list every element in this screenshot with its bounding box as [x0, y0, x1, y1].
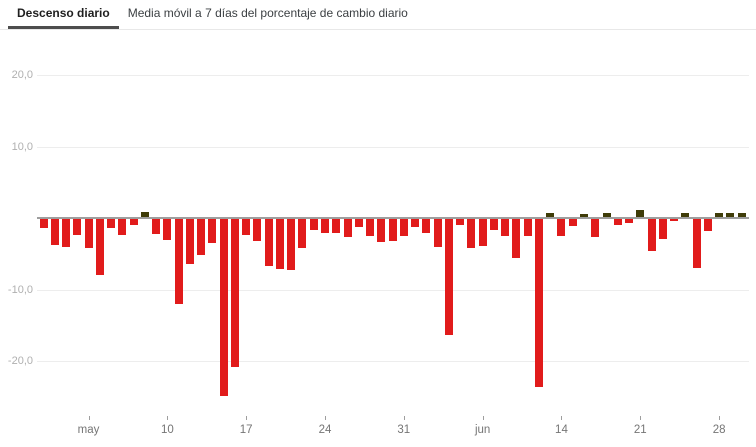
y-axis-tick-label: -10,0	[7, 284, 33, 296]
daily-decline-bar[interactable]	[321, 219, 329, 234]
daily-decline-bar[interactable]	[163, 219, 172, 241]
daily-increase-bar[interactable]	[681, 213, 690, 217]
x-axis-tick-mark	[482, 416, 484, 420]
daily-decline-bar[interactable]	[377, 219, 386, 242]
daily-decline-bar[interactable]	[456, 219, 465, 226]
daily-decline-bar[interactable]	[512, 219, 521, 258]
daily-decline-bar[interactable]	[174, 219, 183, 305]
daily-decline-bar[interactable]	[129, 219, 138, 226]
daily-decline-bar[interactable]	[613, 219, 622, 225]
daily-increase-bar[interactable]	[715, 213, 724, 217]
daily-decline-bar[interactable]	[264, 219, 273, 267]
daily-decline-bar[interactable]	[523, 219, 532, 237]
x-axis-tick-mark	[719, 416, 721, 420]
daily-decline-bar[interactable]	[411, 219, 420, 227]
daily-decline-bar[interactable]	[489, 219, 498, 230]
daily-decline-bar[interactable]	[95, 219, 104, 276]
x-axis-tick-label: may	[77, 424, 100, 436]
x-axis-tick-mark	[88, 416, 90, 420]
zero-axis-line	[37, 217, 749, 219]
y-axis-tick-label: -20,0	[7, 355, 33, 367]
x-axis-tick-mark	[561, 416, 563, 420]
daily-decline-bar[interactable]	[84, 219, 93, 248]
x-axis-tick-mark	[325, 416, 326, 420]
daily-decline-bar[interactable]	[185, 219, 194, 265]
gridline	[37, 361, 749, 362]
x-axis-tick-label: 17	[239, 424, 253, 436]
daily-decline-bar[interactable]	[568, 219, 577, 227]
daily-decline-bar[interactable]	[534, 219, 543, 388]
daily-decline-bar[interactable]	[478, 219, 487, 247]
daily-decline-bar[interactable]	[354, 219, 363, 227]
daily-decline-bar[interactable]	[399, 219, 408, 237]
x-axis-tick-label: jun	[474, 424, 491, 436]
daily-decline-bar[interactable]	[230, 219, 239, 367]
daily-decline-bar[interactable]	[467, 219, 476, 249]
daily-decline-bar[interactable]	[501, 219, 510, 237]
gridline	[37, 147, 749, 148]
x-axis-tick-label: 10	[160, 424, 174, 436]
daily-decline-bar[interactable]	[107, 219, 116, 229]
x-axis-tick-label: 21	[633, 424, 647, 436]
daily-decline-bar[interactable]	[625, 219, 634, 223]
daily-decline-bar[interactable]	[253, 219, 262, 242]
daily-decline-bar[interactable]	[309, 219, 318, 231]
x-axis-tick-label: 28	[712, 424, 726, 436]
tab-descenso-diario-label: Descenso diario	[17, 6, 110, 20]
tab-descenso-diario[interactable]: Descenso diario	[8, 0, 119, 29]
x-axis-tick-mark	[167, 416, 169, 420]
daily-decline-bar[interactable]	[658, 219, 667, 240]
daily-increase-bar[interactable]	[546, 213, 555, 217]
daily-decline-bar[interactable]	[433, 219, 442, 247]
y-axis-tick-label: 20,0	[11, 69, 33, 81]
daily-decline-bar[interactable]	[118, 219, 127, 236]
daily-decline-bar[interactable]	[62, 219, 71, 247]
gridline	[37, 290, 749, 291]
daily-increase-bar[interactable]	[602, 213, 611, 217]
daily-decline-bar[interactable]	[444, 219, 453, 335]
daily-increase-bar[interactable]	[726, 213, 735, 217]
x-axis-tick-label: 14	[555, 424, 568, 436]
daily-decline-bar[interactable]	[298, 219, 307, 248]
x-axis-tick-mark	[246, 416, 248, 420]
daily-increase-bar[interactable]	[579, 214, 588, 217]
daily-decline-bar[interactable]	[703, 219, 712, 232]
daily-decline-bar[interactable]	[242, 219, 251, 236]
daily-decline-bar[interactable]	[366, 219, 375, 237]
daily-increase-bar[interactable]	[636, 209, 645, 217]
tab-media-movil-7-dias[interactable]: Media móvil a 7 días del porcentaje de c…	[119, 0, 417, 29]
daily-decline-bar[interactable]	[275, 219, 284, 270]
daily-decline-bar[interactable]	[332, 219, 341, 234]
daily-decline-bar[interactable]	[591, 219, 600, 237]
x-axis-tick-mark	[640, 416, 642, 420]
gridline	[37, 75, 749, 76]
daily-decline-bar[interactable]	[197, 219, 206, 255]
daily-decline-bar[interactable]	[208, 219, 217, 243]
tab-media-movil-7-dias-label: Media móvil a 7 días del porcentaje de c…	[127, 6, 408, 20]
daily-decline-bar[interactable]	[388, 219, 397, 242]
daily-decline-bar[interactable]	[73, 219, 82, 236]
chart-tabs: Descenso diario Media móvil a 7 días del…	[0, 0, 756, 30]
daily-decline-bar[interactable]	[219, 219, 228, 397]
daily-increase-bar[interactable]	[737, 213, 746, 217]
x-axis-tick-label: 24	[318, 424, 332, 436]
daily-decline-bar[interactable]	[422, 219, 431, 234]
x-axis-tick-label: 31	[397, 424, 411, 436]
x-axis-tick-mark	[403, 416, 405, 420]
daily-increase-bar[interactable]	[140, 211, 149, 217]
daily-decline-bar[interactable]	[287, 219, 296, 271]
daily-decline-bar[interactable]	[670, 219, 679, 221]
daily-decline-bar[interactable]	[152, 219, 161, 234]
daily-decline-bar[interactable]	[50, 219, 59, 246]
daily-decline-bar[interactable]	[39, 219, 48, 228]
daily-decline-bar[interactable]	[692, 219, 701, 268]
daily-decline-bar[interactable]	[557, 219, 566, 237]
daily-decline-bar[interactable]	[343, 219, 352, 237]
y-axis-tick-label: 10,0	[11, 141, 33, 153]
daily-decline-bar[interactable]	[647, 219, 656, 252]
